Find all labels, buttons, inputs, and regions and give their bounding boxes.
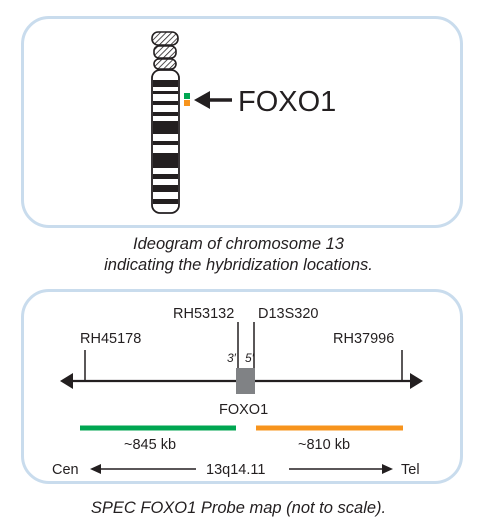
locus-label: 13q14.11	[206, 462, 265, 478]
marker-label-rh45178: RH45178	[80, 331, 141, 347]
band-q32	[153, 174, 178, 179]
ideogram-gene-label: FOXO1	[238, 86, 336, 118]
orange-signal	[184, 100, 190, 106]
ideogram-caption-line1: Ideogram of chromosome 13	[133, 235, 344, 253]
band-q21	[153, 121, 178, 134]
chromosome-13-ideogram	[151, 31, 180, 214]
band-q13	[153, 91, 178, 94]
band-q22	[153, 141, 178, 145]
gene-pointer-arrow	[194, 91, 232, 109]
prime-5-label: 5′	[245, 351, 255, 365]
orange-probe-size: ~810 kb	[298, 437, 350, 453]
marker-label-d13s320: D13S320	[258, 306, 318, 322]
band-q12	[153, 80, 178, 87]
chromosome-satellite	[151, 31, 179, 46]
marker-label-rh53132: RH53132	[173, 306, 234, 322]
prime-3-label: 3′	[227, 351, 237, 365]
band-q14-3	[153, 112, 178, 116]
centromere-label: Cen	[52, 462, 79, 478]
chromosome-centromere	[153, 58, 177, 70]
foxo1-gene-box	[236, 368, 255, 394]
probe-map-gene-label: FOXO1	[219, 402, 268, 418]
green-probe-size: ~845 kb	[124, 437, 176, 453]
cen-left-arrow	[90, 464, 196, 474]
probe-map-caption: SPEC FOXO1 Probe map (not to scale).	[90, 499, 387, 517]
green-signal	[184, 93, 190, 99]
chromosome-stalk	[153, 45, 177, 59]
marker-label-rh37996: RH37996	[333, 331, 394, 347]
band-q14-1	[153, 101, 178, 105]
ideogram-caption-line2: indicating the hybridization locations.	[104, 256, 373, 274]
telomere-label: Tel	[401, 462, 420, 478]
ideogram-panel	[21, 16, 463, 228]
band-q33	[153, 185, 178, 192]
band-q34	[153, 199, 178, 204]
band-q31	[153, 153, 178, 168]
tel-right-arrow	[289, 464, 393, 474]
